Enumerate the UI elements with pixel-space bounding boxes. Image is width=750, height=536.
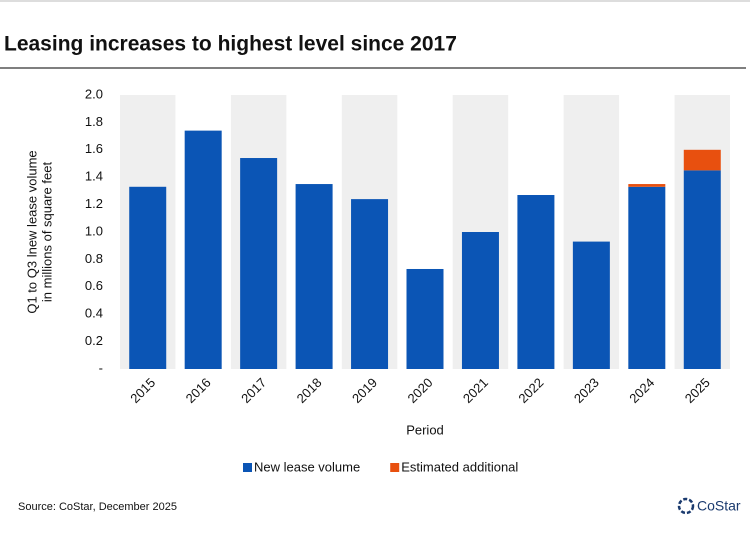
bar-segment: [351, 199, 389, 369]
y-tick-label: 0.8: [85, 251, 103, 266]
y-tick-label: 1.0: [85, 223, 103, 238]
logo-icon: [677, 497, 695, 515]
logo: CoStar: [677, 497, 741, 515]
bar-segment: [129, 186, 167, 369]
y-tick-label: 0.6: [85, 278, 103, 293]
y-tick-label: 1.4: [85, 169, 103, 184]
bar-segment: [461, 232, 499, 369]
legend-label: Estimated additional: [401, 459, 518, 474]
legend-swatch: [390, 463, 400, 472]
x-axis-label: Period: [406, 422, 444, 437]
bar-segment: [628, 186, 666, 369]
y-tick-label: 1.6: [85, 141, 103, 156]
y-tick-label: 0.4: [85, 306, 103, 321]
bar-segment: [517, 195, 555, 369]
source: Source: CoStar, December 2025: [18, 501, 177, 513]
bar-segment: [683, 170, 721, 369]
y-tick-label: 1.2: [85, 196, 103, 211]
y-tick-label: 2.0: [85, 86, 103, 101]
bar-segment: [628, 184, 666, 187]
y-tick-label: 1.8: [85, 114, 103, 129]
y-tick-label: 0.2: [85, 333, 103, 348]
logo-text: CoStar: [697, 498, 741, 514]
legend-swatch: [243, 463, 252, 472]
bar-segment: [184, 130, 222, 369]
bar-segment: [240, 158, 278, 369]
y-label-line: Q1 to Q3 lnew lease volume: [24, 150, 39, 313]
chart-title: Leasing increases to highest level since…: [4, 33, 457, 56]
y-label-line: in millions of square feet: [39, 162, 54, 303]
bar-segment: [572, 241, 610, 369]
bar-segment: [683, 149, 721, 171]
legend-label: New lease volume: [254, 459, 360, 474]
bar-segment: [295, 184, 333, 369]
y-tick-label: -: [99, 360, 103, 375]
y-axis-label: Q1 to Q3 lnew lease volume in millions o…: [24, 150, 54, 313]
bar-segment: [406, 268, 444, 369]
